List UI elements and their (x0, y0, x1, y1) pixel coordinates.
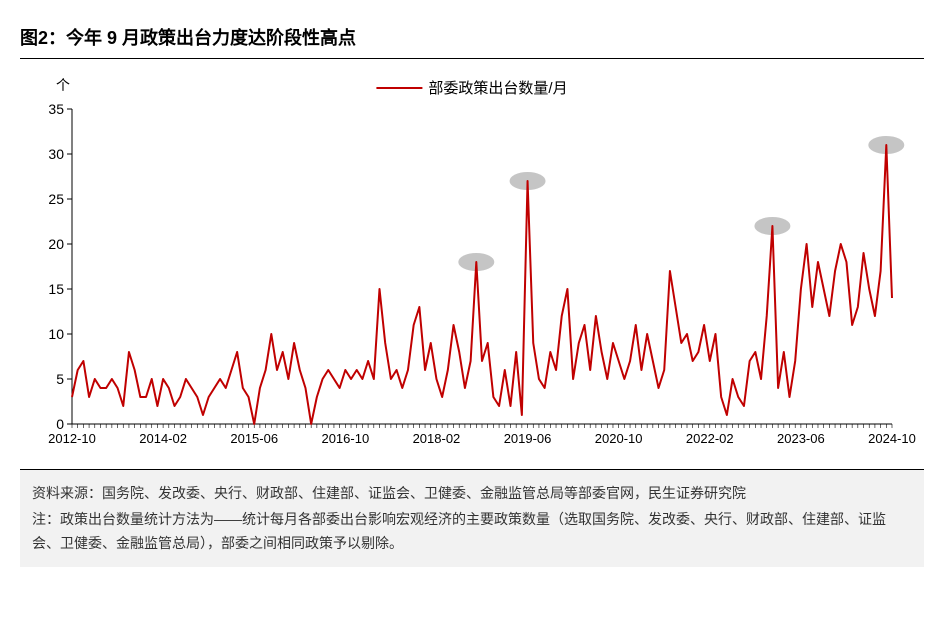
footer-block: 资料来源：国务院、发改委、央行、财政部、住建部、证监会、卫健委、金融监管总局等部… (20, 469, 924, 567)
x-tick-label: 2019-06 (504, 431, 552, 446)
y-tick-label: 10 (36, 326, 64, 342)
x-tick-label: 2022-02 (686, 431, 734, 446)
source-text: 资料来源：国务院、发改委、央行、财政部、住建部、证监会、卫健委、金融监管总局等部… (32, 482, 912, 506)
x-tick-label: 2012-10 (48, 431, 96, 446)
x-tick-label: 2020-10 (595, 431, 643, 446)
x-tick-label: 2016-10 (321, 431, 369, 446)
chart-area: 个 部委政策出台数量/月 051015202530352012-102014-0… (32, 79, 912, 459)
x-tick-label: 2023-06 (777, 431, 825, 446)
x-tick-label: 2018-02 (413, 431, 461, 446)
x-tick-label: 2015-06 (230, 431, 278, 446)
x-tick-label: 2024-10 (868, 431, 916, 446)
x-tick-label: 2014-02 (139, 431, 187, 446)
note-text: 注：政策出台数量统计方法为——统计每月各部委出台影响宏观经济的主要政策数量（选取… (32, 508, 912, 556)
y-tick-label: 5 (36, 371, 64, 387)
chart-title: 图2：今年 9 月政策出台力度达阶段性高点 (20, 20, 924, 59)
chart-svg (32, 79, 912, 459)
y-tick-label: 35 (36, 101, 64, 117)
y-tick-label: 15 (36, 281, 64, 297)
data-line (72, 145, 892, 424)
y-tick-label: 20 (36, 236, 64, 252)
y-tick-label: 25 (36, 191, 64, 207)
y-tick-label: 0 (36, 416, 64, 432)
y-tick-label: 30 (36, 146, 64, 162)
